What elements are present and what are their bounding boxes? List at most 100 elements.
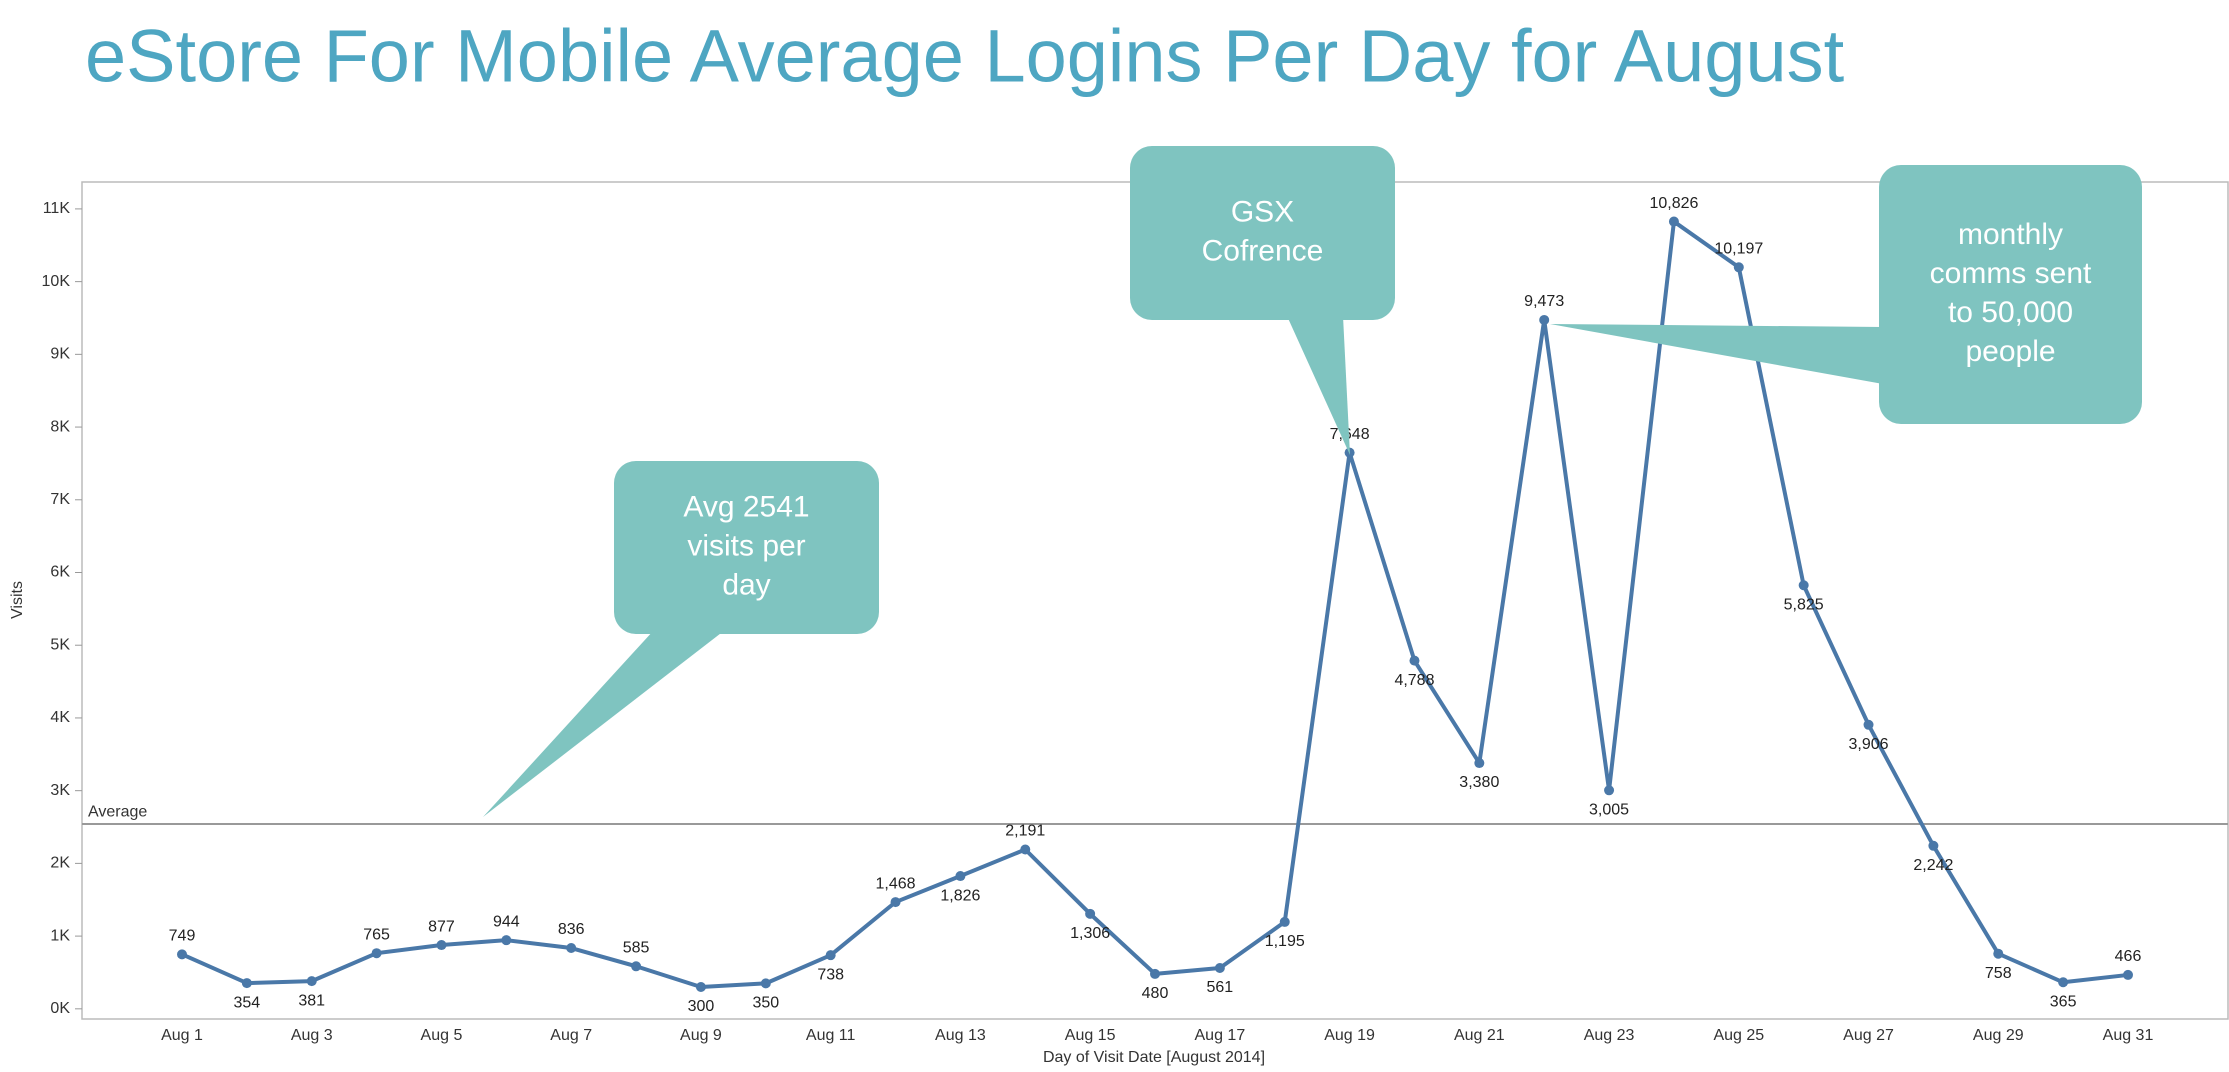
point — [1150, 968, 1160, 979]
callout-pointer — [483, 630, 725, 817]
callout-text: to 50,000 — [1948, 296, 2073, 329]
point — [825, 950, 836, 961]
callout-text: Cofrence — [1202, 234, 1324, 267]
data-label: 300 — [688, 998, 715, 1015]
y-tick-label: 0K — [50, 1000, 70, 1017]
y-tick-label: 1K — [50, 927, 70, 944]
chart-title: eStore For Mobile Average Logins Per Day… — [85, 15, 1845, 98]
point — [695, 982, 706, 993]
data-label: 765 — [363, 926, 390, 943]
point — [890, 897, 901, 908]
data-label: 944 — [493, 913, 520, 930]
x-tick-label: Aug 29 — [1973, 1027, 2024, 1044]
data-label: 1,826 — [940, 887, 980, 904]
callout-pointer — [1287, 316, 1350, 455]
x-tick-label: Aug 19 — [1324, 1027, 1375, 1044]
data-label: 10,826 — [1649, 195, 1698, 212]
data-label: 3,380 — [1459, 774, 1499, 791]
x-tick-label: Aug 5 — [421, 1027, 463, 1044]
callout-text: Avg 2541 — [683, 490, 809, 523]
y-tick-label: 3K — [50, 782, 70, 799]
x-tick-label: Aug 3 — [291, 1027, 333, 1044]
point — [2123, 969, 2133, 980]
data-label: 354 — [234, 994, 261, 1011]
point — [1733, 262, 1744, 273]
callout-text: day — [722, 568, 770, 601]
callout-box — [1879, 165, 2142, 424]
callout: Avg 2541 visits per day — [483, 461, 879, 817]
data-label: 2,191 — [1005, 823, 1045, 840]
y-tick-label: 2K — [50, 855, 70, 872]
x-tick-label: Aug 9 — [680, 1027, 722, 1044]
data-label: 480 — [1142, 985, 1169, 1002]
point — [306, 976, 317, 987]
point — [501, 935, 512, 946]
point — [1214, 963, 1225, 974]
callout-text: people — [1965, 335, 2055, 368]
data-label: 7,648 — [1330, 426, 1370, 443]
callout-text: visits per — [687, 529, 805, 562]
point — [1020, 844, 1031, 855]
point — [1539, 314, 1550, 325]
callout-box — [1130, 146, 1395, 320]
point — [436, 940, 447, 951]
x-tick-label: Aug 25 — [1713, 1027, 1764, 1044]
data-label: 1,468 — [876, 875, 916, 892]
callout: monthly comms sent to 50,000 people — [1550, 165, 2142, 424]
data-label: 381 — [298, 992, 325, 1009]
point — [241, 978, 252, 989]
point — [1604, 785, 1615, 796]
x-tick-label: Aug 27 — [1843, 1027, 1894, 1044]
x-tick-label: Aug 21 — [1454, 1027, 1505, 1044]
point — [1993, 948, 2004, 959]
point — [177, 949, 187, 960]
point — [2058, 977, 2069, 988]
average-label: Average — [88, 803, 147, 820]
point — [1085, 908, 1096, 919]
y-tick-label: 8K — [50, 418, 70, 435]
x-tick-label: Aug 13 — [935, 1027, 986, 1044]
data-label: 3,906 — [1849, 736, 1889, 753]
x-tick-label: Aug 31 — [2103, 1027, 2154, 1044]
point — [566, 943, 577, 954]
callout-text: comms sent — [1930, 257, 2092, 290]
point — [1928, 840, 1939, 851]
data-label: 2,242 — [1913, 857, 1953, 874]
data-label: 3,005 — [1589, 802, 1629, 819]
point — [1798, 580, 1809, 591]
x-tick-label: Aug 1 — [161, 1027, 203, 1044]
data-label: 5,825 — [1784, 596, 1824, 613]
y-tick-label: 9K — [50, 346, 70, 363]
data-label: 10,197 — [1714, 241, 1763, 258]
callout-text: GSX — [1231, 195, 1294, 228]
point — [631, 961, 642, 972]
data-label: 350 — [752, 995, 779, 1012]
callout-text: monthly — [1958, 218, 2063, 251]
point — [955, 871, 966, 882]
point — [760, 978, 771, 989]
callout-pointer — [1550, 324, 1883, 384]
x-axis-title: Day of Visit Date [August 2014] — [1043, 1049, 1265, 1066]
point — [1279, 916, 1290, 927]
y-tick-label: 11K — [43, 200, 71, 217]
data-label: 738 — [817, 966, 844, 983]
y-tick-label: 7K — [50, 491, 70, 508]
data-label: 466 — [2115, 948, 2142, 965]
point — [1668, 216, 1679, 227]
x-tick-label: Aug 11 — [806, 1027, 856, 1044]
y-tick-label: 10K — [42, 273, 71, 290]
data-label: 749 — [169, 928, 196, 945]
data-label: 758 — [1985, 965, 2012, 982]
x-tick-label: Aug 15 — [1065, 1027, 1116, 1044]
point — [1474, 758, 1485, 769]
y-axis-title: Visits — [9, 581, 26, 619]
point — [371, 948, 382, 959]
y-tick-label: 6K — [50, 564, 70, 581]
x-tick-label: Aug 7 — [550, 1027, 592, 1044]
point — [1409, 655, 1420, 666]
data-label: 1,195 — [1265, 933, 1305, 950]
x-tick-label: Aug 23 — [1584, 1027, 1635, 1044]
callout-box — [614, 461, 879, 634]
data-label: 1,306 — [1070, 925, 1110, 942]
y-tick-label: 4K — [50, 709, 70, 726]
